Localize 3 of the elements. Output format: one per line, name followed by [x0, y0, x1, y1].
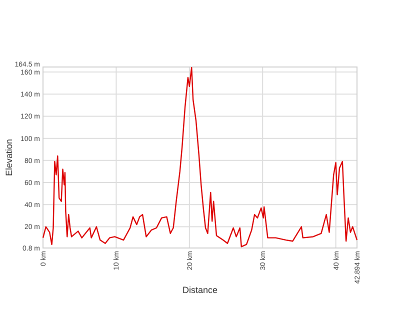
line-series: [42, 66, 358, 248]
y-axis-title: Elevation: [4, 138, 14, 176]
x-axis-title: Distance: [182, 285, 218, 295]
